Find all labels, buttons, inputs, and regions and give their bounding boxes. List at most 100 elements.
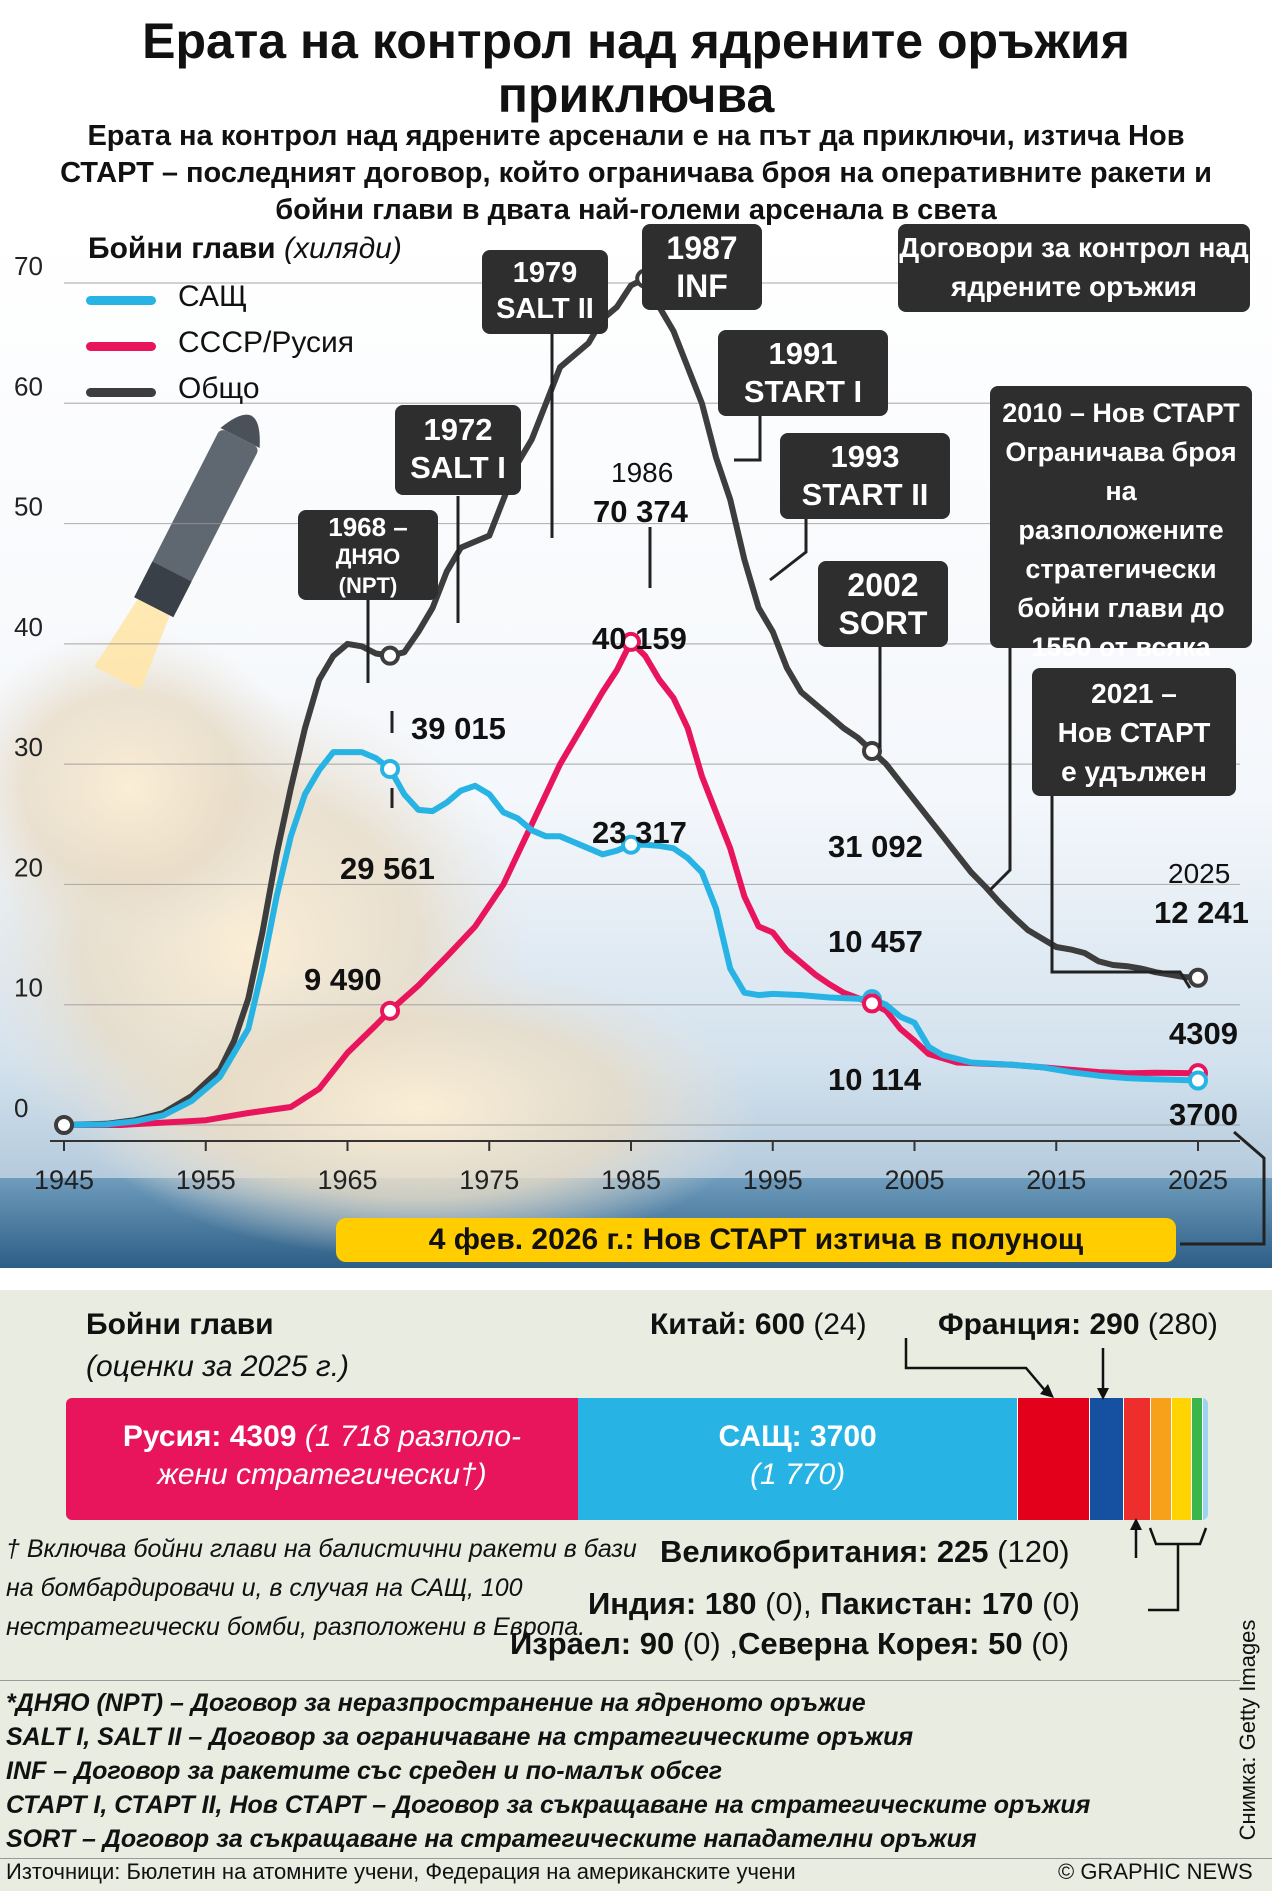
israel-value: 90 [639, 1626, 675, 1661]
inventory-subheading: (оценки за 2025 г.) [86, 1350, 350, 1383]
uk-name: Великобритания: [660, 1534, 929, 1569]
usa-segment: САЩ: 3700 (1 770) [577, 1398, 1018, 1520]
treaty-salt1-name: SALT I [410, 450, 506, 485]
y-tick-label: 10 [14, 973, 43, 1003]
extension-leader [1050, 796, 1192, 989]
israel-nk-label: Израел: 90 (0) ,Северна Корея: 50 (0) [510, 1626, 1069, 1662]
legend-heading-unit: (хиляди) [283, 232, 402, 265]
france-value: 290 [1089, 1308, 1140, 1341]
nk-deployed: (0) [1031, 1626, 1070, 1661]
page-subtitle: Ерата на контрол над ядрените арсенали е… [60, 120, 1212, 226]
treaty-salt2-name: SALT II [496, 293, 594, 325]
ussr-2002-value: 10 114 [828, 1062, 922, 1097]
x-tick-label: 1965 [317, 1165, 377, 1195]
china-label: Китай: 600 (24) [650, 1308, 867, 1342]
total-2002-marker [861, 741, 882, 762]
usa-line [61, 749, 1201, 1128]
x-tick-label: 2005 [884, 1165, 944, 1195]
legend-label-ussr: СССР/Русия [178, 326, 355, 359]
usa-segment-label: САЩ: 3700 [718, 1420, 877, 1453]
treaty-start1-name: START I [743, 374, 863, 409]
y-tick-label: 50 [14, 492, 43, 522]
pakistan-deployed: (0) [1042, 1586, 1080, 1621]
small-states-bracket [1148, 1527, 1208, 1546]
treaty-extension-text: Нов СТАРТ е удължен [1057, 717, 1211, 787]
russia-segment: Русия: 4309 (1 718 разполо- жени стратег… [66, 1398, 578, 1520]
total-1968-value: 39 015 [411, 711, 506, 746]
russia-2025-value: 4309 [1169, 1016, 1238, 1051]
inventory-panel: Бойни глави (оценки за 2025 г.) Китай: 6… [0, 1290, 1272, 1891]
total-peak-value: 70 374 [593, 494, 688, 529]
legend-swatch-usa [86, 296, 156, 305]
total-2025-marker [1188, 967, 1208, 988]
inventory-bar: Русия: 4309 (1 718 разполо- жени стратег… [66, 1398, 1208, 1520]
uk-arrowhead [1130, 1518, 1142, 1530]
ussr-2002-marker [861, 993, 882, 1014]
pakistan-name: Пакистан: [820, 1586, 974, 1621]
glossary-sort: SORT – Договор за съкращаване на стратег… [6, 1825, 977, 1853]
treaty-salt1-year: 1972 [423, 412, 493, 447]
glossary-salt: SALT I, SALT II – Договор за ограничаван… [6, 1723, 914, 1751]
expiry-leader [1180, 1130, 1266, 1246]
chart-area: 0 10 20 30 40 50 60 70 1945 1955 1965 1975 1985 1995 2… [0, 224, 1272, 1268]
total-peak-year: 1986 [611, 457, 674, 488]
treaty-newstart-year: 2010 – Нов СТАРТ [1002, 398, 1240, 428]
usa-1968-value: 29 561 [340, 851, 435, 886]
glossary-start: СТАРТ I, СТАРТ II, Нов СТАРТ – Договор з… [6, 1791, 1091, 1819]
israel-deployed: (0) , [682, 1626, 738, 1661]
ussr-peak-value: 40 159 [592, 621, 687, 656]
small-states-leader [1148, 1544, 1180, 1612]
treaty-inf-box: 1987 INF [642, 224, 762, 310]
total-line [61, 275, 1201, 1128]
pakistan-value: 170 [981, 1586, 1034, 1621]
inventory-footnote: † Включва бойни глави на балистични раке… [6, 1535, 637, 1641]
start2-leader [769, 519, 808, 582]
x-tick-label: 2025 [1168, 1165, 1228, 1195]
divider [0, 1680, 1240, 1681]
china-segment [1017, 1398, 1089, 1520]
treaty-inf-name: INF [676, 268, 728, 304]
treaty-sort-box: 2002 SORT [818, 561, 948, 647]
uk-value: 225 [936, 1534, 989, 1569]
treaty-inf-year: 1987 [666, 230, 738, 266]
usa-2025-value: 3700 [1169, 1097, 1238, 1132]
expiry-note: 4 фев. 2026 г.: Нов СТАРТ изтича в полун… [336, 1218, 1176, 1262]
x-tick-label: 1995 [743, 1165, 803, 1195]
sources: Източници: Бюлетин на атомните учени, Фе… [6, 1859, 796, 1884]
treaty-sort-year: 2002 [847, 567, 919, 603]
footer-divider [0, 1858, 1272, 1859]
total-2025-value: 12 241 [1154, 895, 1249, 930]
russia-note-a: (1 718 разполо- [304, 1420, 522, 1453]
ussr-1968-value: 9 490 [304, 962, 382, 997]
photo-credit-wrap: Снимка: Getty Images [1232, 1600, 1264, 1860]
usa-1968-marker [380, 758, 401, 779]
china-leader [904, 1338, 1049, 1395]
total-2025-year: 2025 [1168, 858, 1231, 889]
treaty-extension-year: 2021 – [1091, 678, 1177, 709]
inventory-heading: Бойни глави [86, 1308, 274, 1341]
x-tick-label: 1945 [34, 1165, 94, 1195]
india-segment [1149, 1398, 1172, 1520]
page-title: Ерата на контрол над ядрените оръжия при… [142, 13, 1130, 123]
treaty-newstart-box: 2010 – Нов СТАРТ Ограничава броя на разп… [990, 386, 1252, 701]
india-deployed: (0), [765, 1586, 812, 1621]
legend-swatch-ussr [86, 342, 156, 351]
treaty-salt2-box: 1979 SALT II [482, 250, 608, 334]
inventory-leaders [904, 1338, 1208, 1612]
x-tick-label: 1955 [176, 1165, 236, 1195]
nk-name: Северна Корея: [737, 1626, 980, 1661]
russia-segment-label: Русия: 4309 (1 718 разполо- [66, 1418, 578, 1456]
nk-value: 50 [988, 1626, 1023, 1661]
treaty-box-title: Договори за контрол над ядрените оръжия [898, 224, 1250, 312]
france-arrowhead [1097, 1388, 1109, 1400]
treaty-npt-box: 1968 – ДНЯО (NPT) [298, 510, 438, 600]
treaty-start2-year: 1993 [830, 439, 900, 474]
pakistan-segment [1171, 1398, 1192, 1520]
france-segment [1088, 1398, 1124, 1520]
treaty-npt-extra: (NPT) [338, 573, 398, 598]
india-name: Индия: [588, 1586, 697, 1621]
y-tick-label: 70 [14, 251, 43, 281]
france-deployed: (280) [1147, 1308, 1218, 1341]
total-1968-marker [380, 645, 401, 666]
russia-label: Русия: 4309 [122, 1420, 297, 1453]
